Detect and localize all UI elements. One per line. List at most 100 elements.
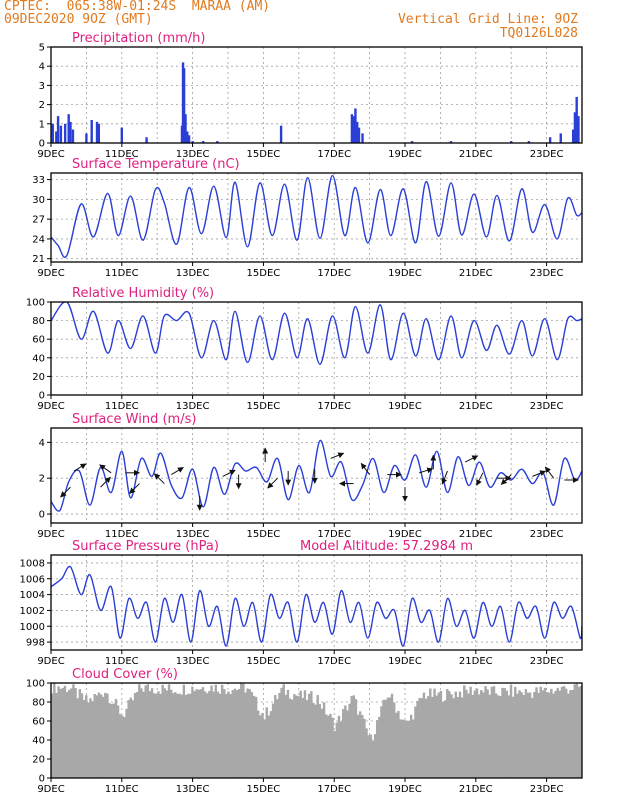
precip-bar bbox=[145, 137, 148, 143]
cloud-bar bbox=[201, 687, 205, 778]
cloud-bar bbox=[435, 695, 438, 778]
x-tick-label: 19DEC bbox=[388, 268, 422, 279]
precip-bar bbox=[548, 137, 552, 143]
x-tick-label: 9DEC bbox=[37, 268, 64, 279]
cloud-bar bbox=[424, 698, 428, 778]
y-tick-label: 1004 bbox=[20, 590, 45, 601]
cloud-bar bbox=[446, 689, 449, 778]
cloud-bar bbox=[271, 703, 275, 778]
cloud-bar bbox=[320, 708, 324, 778]
y-tick-label: 0 bbox=[39, 391, 45, 402]
cloud-bar bbox=[439, 690, 443, 778]
cloud-bar bbox=[157, 691, 160, 778]
cloud-bar bbox=[131, 700, 135, 778]
cloud-bar bbox=[155, 693, 158, 778]
cloud-bar bbox=[388, 697, 392, 778]
cloud-bar bbox=[505, 690, 508, 778]
cloud-bar bbox=[405, 721, 409, 778]
y-tick-label: 1002 bbox=[20, 606, 45, 617]
x-tick-label: 13DEC bbox=[176, 268, 210, 279]
cloud-bar bbox=[390, 693, 394, 778]
y-tick-label: 27 bbox=[32, 215, 45, 226]
cloud-bar bbox=[318, 704, 322, 778]
cloud-bar bbox=[112, 703, 116, 778]
cloud-bar bbox=[573, 684, 576, 778]
series-line bbox=[51, 174, 582, 258]
x-tick-label: 13DEC bbox=[176, 401, 210, 412]
cloud-bar bbox=[121, 715, 124, 778]
cloud-bar bbox=[295, 695, 298, 778]
cloud-bar bbox=[246, 688, 249, 778]
cloud-bar bbox=[443, 700, 447, 778]
cloud-bar bbox=[475, 688, 479, 778]
cloud-bar bbox=[452, 698, 455, 778]
precip-bar bbox=[356, 121, 359, 143]
precip-bar bbox=[55, 131, 58, 143]
wind-arrow bbox=[419, 467, 434, 474]
cloud-bar bbox=[488, 694, 491, 778]
cloud-bar bbox=[70, 688, 73, 778]
cloud-bar bbox=[373, 734, 377, 778]
cloud-bar bbox=[299, 690, 302, 778]
cloud-bar bbox=[399, 719, 402, 778]
precip-bar bbox=[575, 96, 578, 143]
x-tick-label: 21DEC bbox=[459, 529, 493, 540]
cloud-bar bbox=[125, 708, 128, 778]
cloud-bar bbox=[354, 699, 358, 778]
cloud-bar bbox=[99, 694, 103, 778]
cloud-bar bbox=[431, 696, 434, 778]
cloud-bar bbox=[57, 686, 60, 778]
cloud-bar bbox=[537, 692, 540, 778]
cloud-bar bbox=[186, 693, 190, 778]
cloud-bar bbox=[206, 693, 209, 778]
cloud-bar bbox=[492, 686, 496, 778]
x-tick-label: 13DEC bbox=[176, 656, 210, 667]
cloud-bar bbox=[280, 687, 283, 778]
precip-bar bbox=[85, 133, 88, 143]
cloud-bar bbox=[223, 689, 226, 778]
cloud-bar bbox=[274, 695, 277, 778]
cloud-bar bbox=[257, 710, 260, 778]
cloud-bar bbox=[352, 695, 356, 778]
cloud-bar bbox=[189, 693, 192, 778]
cloud-bar bbox=[560, 686, 564, 778]
cloud-bar bbox=[499, 696, 502, 778]
cloud-bar bbox=[51, 693, 54, 778]
y-tick-label: 3 bbox=[39, 81, 45, 92]
cloud-bar bbox=[429, 688, 432, 778]
x-tick-label: 15DEC bbox=[247, 149, 281, 160]
cloud-bar bbox=[220, 684, 224, 778]
wind-arrow bbox=[330, 452, 345, 459]
wind-arrow bbox=[544, 466, 555, 479]
cloud-bar bbox=[467, 693, 470, 778]
cloud-bar bbox=[365, 728, 368, 778]
cloud-bar bbox=[426, 696, 430, 778]
cloud-bar bbox=[350, 695, 353, 778]
x-tick-label: 19DEC bbox=[388, 149, 422, 160]
cloud-bar bbox=[161, 684, 164, 778]
y-tick-label: 5 bbox=[39, 43, 45, 54]
cloud-bar bbox=[61, 687, 65, 778]
cloud-bar bbox=[533, 692, 536, 778]
cloud-bar bbox=[316, 695, 319, 778]
cloud-bar bbox=[305, 700, 309, 778]
x-tick-label: 21DEC bbox=[459, 401, 493, 412]
wind-arrow bbox=[222, 469, 236, 477]
cloud-bar bbox=[195, 689, 198, 778]
cloud-bar bbox=[348, 703, 351, 778]
cloud-bar bbox=[89, 698, 92, 778]
series-line bbox=[51, 302, 582, 366]
cloud-bar bbox=[456, 696, 460, 778]
cloud-bar bbox=[91, 701, 94, 778]
x-tick-label: 21DEC bbox=[459, 784, 493, 795]
x-tick-label: 15DEC bbox=[247, 268, 281, 279]
cloud-bar bbox=[356, 714, 360, 778]
cloud-bar bbox=[259, 715, 262, 778]
x-tick-label: 9DEC bbox=[37, 401, 64, 412]
cloud-bar bbox=[203, 691, 207, 778]
cloud-bar bbox=[178, 693, 181, 778]
x-tick-label: 11DEC bbox=[105, 656, 139, 667]
cloud-bar bbox=[565, 688, 568, 778]
cloud-bar bbox=[176, 693, 179, 778]
series-line bbox=[51, 565, 582, 647]
